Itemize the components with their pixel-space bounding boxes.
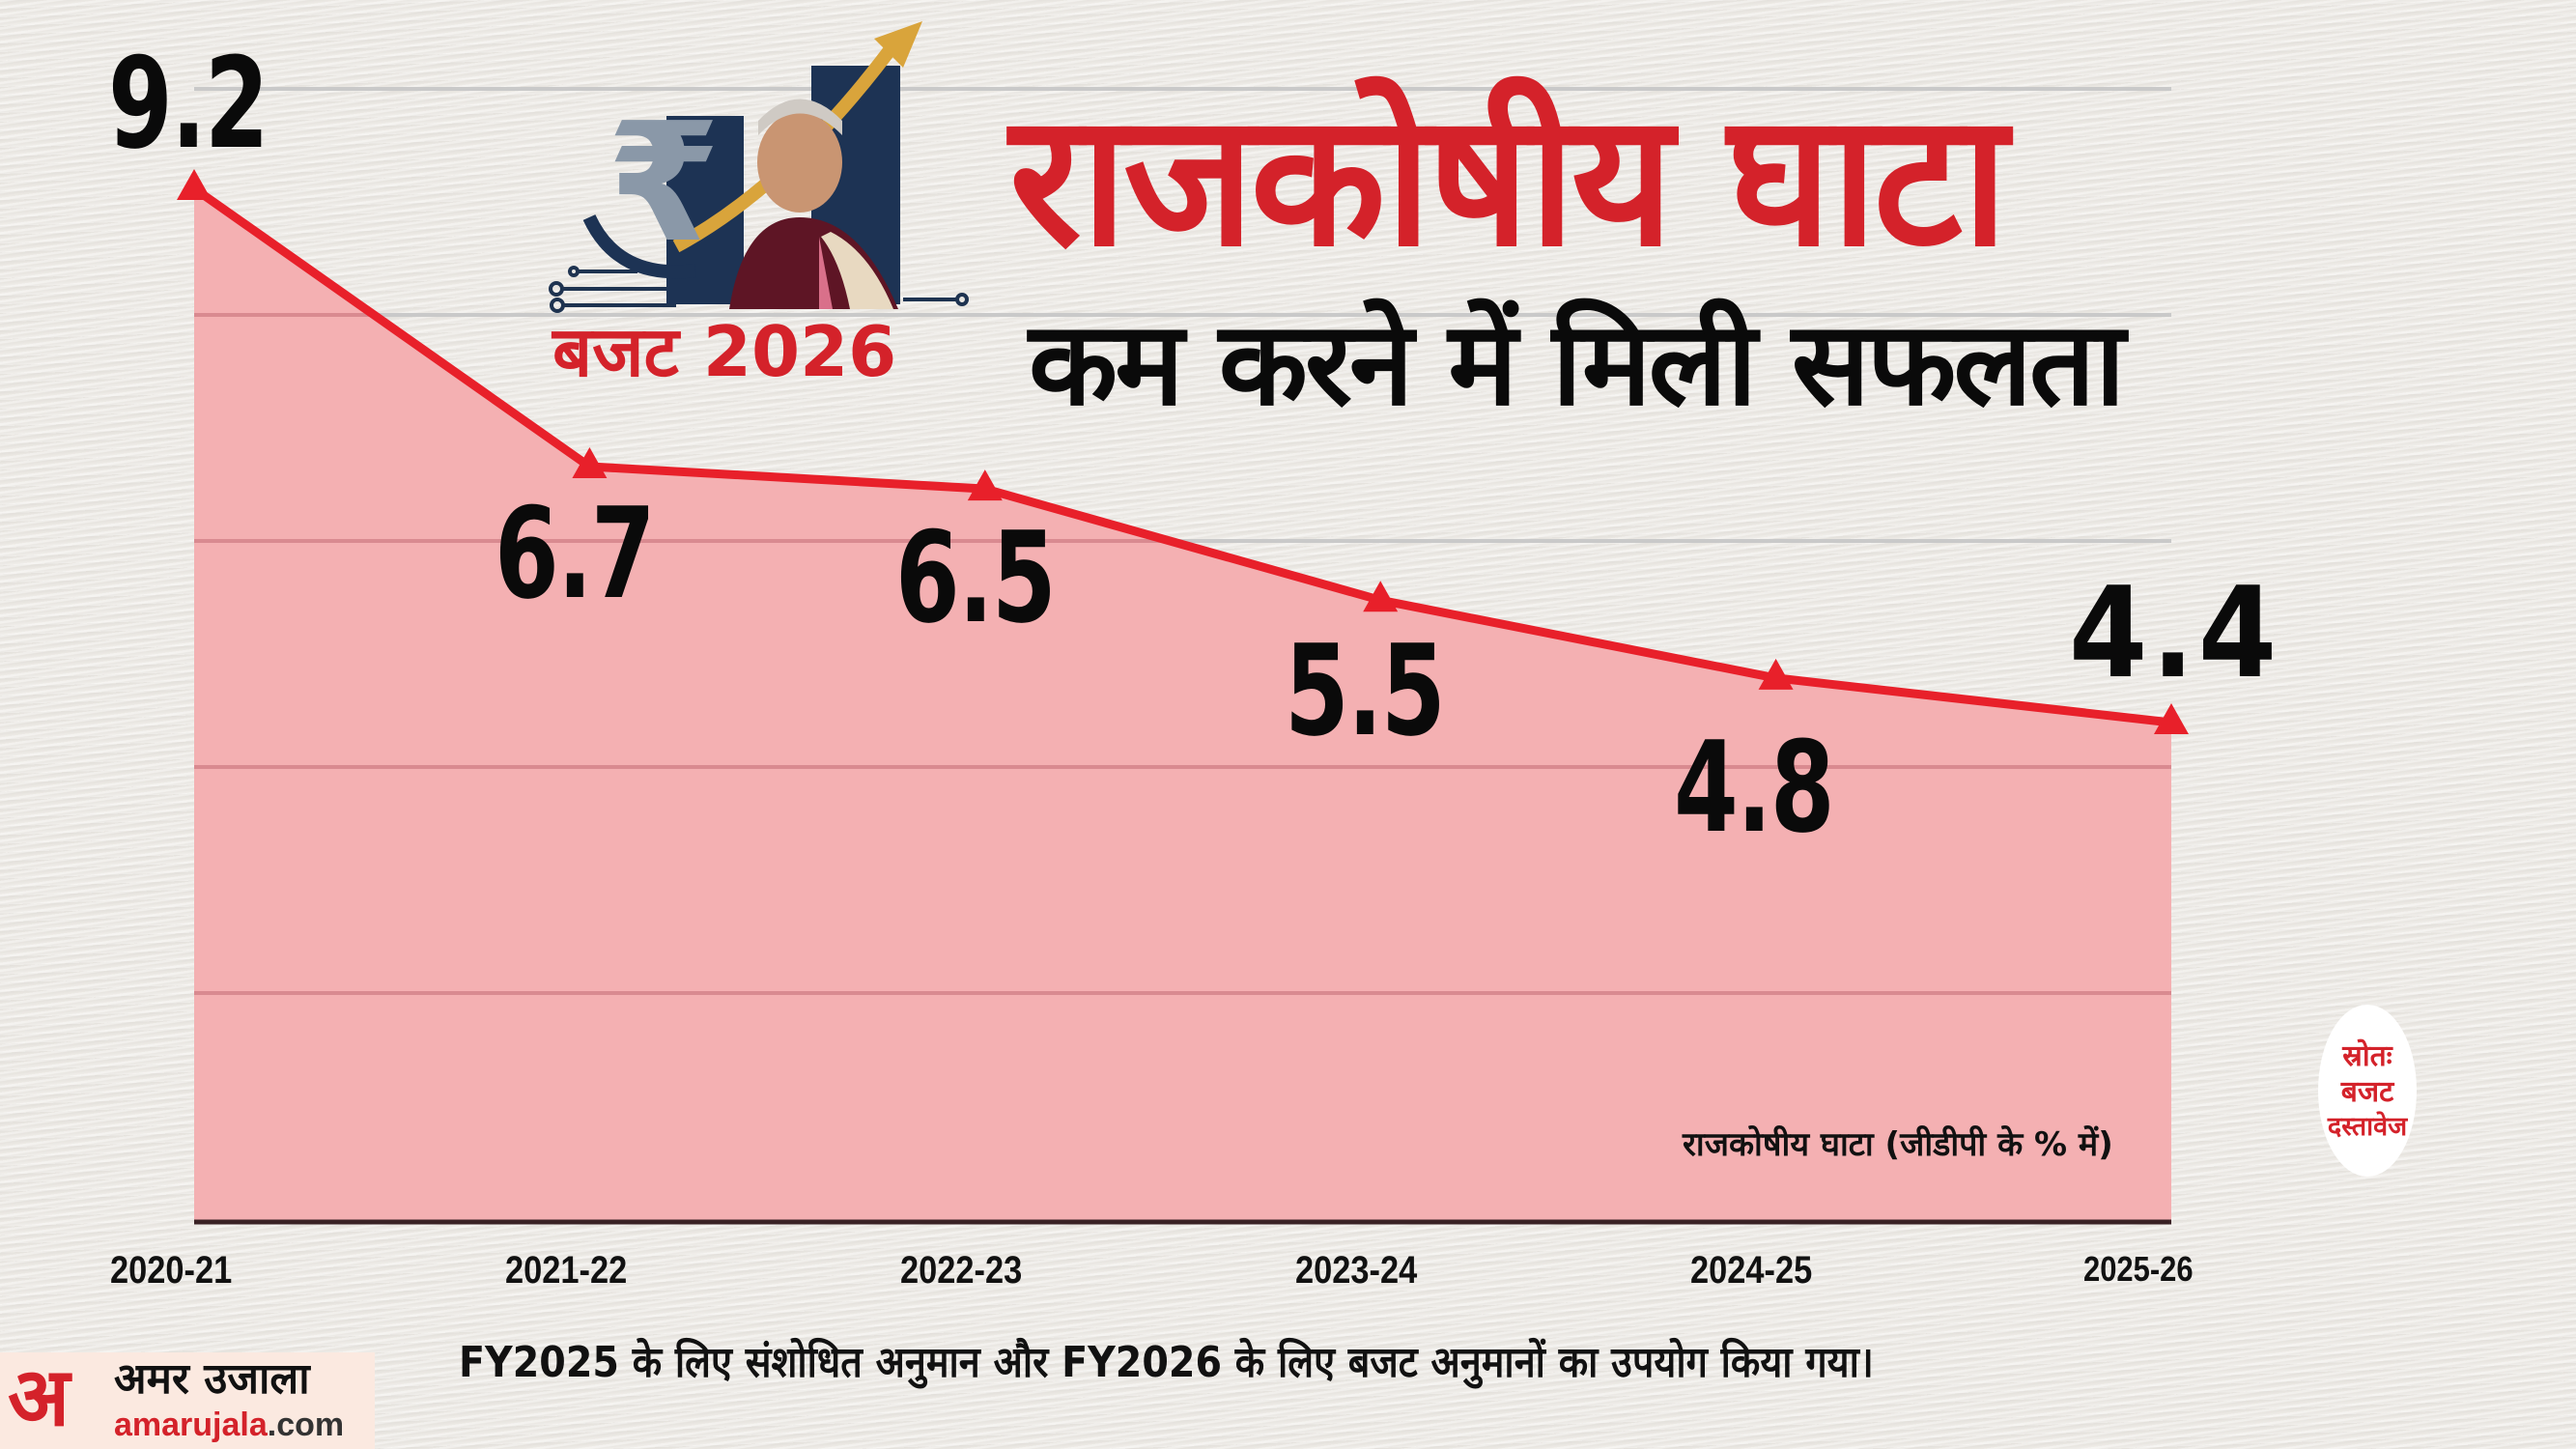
triangle-marker-icon — [2154, 703, 2189, 734]
series-legend-note: राजकोषीय घाटा (जीडीपी के % में) — [1683, 1125, 2113, 1164]
triangle-marker-icon — [1758, 658, 1794, 690]
x-tick-2022-23: 2022-23 — [900, 1249, 1023, 1292]
budget-badge-illustration: ₹ — [549, 21, 969, 313]
triangle-marker-icon — [177, 169, 212, 200]
data-label-2021-22: 6.7 — [495, 480, 656, 627]
source-line1: बजट — [2340, 1075, 2394, 1110]
chart-subtitle: कम करने में मिली सफलता — [1029, 298, 2125, 432]
triangle-marker-icon — [572, 447, 608, 479]
area-fill — [194, 188, 2171, 1222]
rupee-icon: ₹ — [607, 88, 721, 279]
x-tick-2025-26: 2025-26 — [2083, 1249, 2194, 1289]
brand-url: amarujala.com — [114, 1406, 345, 1443]
triangle-marker-icon — [1363, 581, 1399, 612]
x-tick-2023-24: 2023-24 — [1295, 1249, 1418, 1292]
source-badge: स्रोतः बजट दस्तावेज — [2318, 1005, 2417, 1177]
triangle-marker-icon — [967, 469, 1003, 501]
data-label-2024-25: 4.8 — [1674, 714, 1835, 861]
data-label-2023-24: 5.5 — [1285, 617, 1446, 764]
data-markers — [177, 169, 2189, 734]
data-line — [191, 185, 2172, 727]
brand-logo: अ अमर उजाला amarujala.com — [0, 1352, 375, 1449]
brand-mark-icon: अ — [8, 1350, 71, 1444]
data-label-2025-26: 4.4 — [2069, 559, 2281, 706]
data-label-2022-23: 6.5 — [895, 504, 1057, 651]
budget-badge-label: बजट 2026 — [552, 311, 897, 392]
brand-name: अमर उजाला — [114, 1354, 310, 1404]
source-label: स्रोतः — [2342, 1038, 2392, 1073]
data-label-2020-21: 9.2 — [108, 30, 269, 177]
x-tick-2021-22: 2021-22 — [505, 1249, 628, 1292]
x-tick-2020-21: 2020-21 — [110, 1249, 233, 1292]
x-tick-2024-25: 2024-25 — [1690, 1249, 1813, 1292]
source-line2: दस्तावेज — [2327, 1111, 2408, 1142]
footnote: FY2025 के लिए संशोधित अनुमान और FY2026 क… — [459, 1338, 1874, 1387]
chart-title: राजकोषीय घाटा — [1009, 73, 2008, 287]
